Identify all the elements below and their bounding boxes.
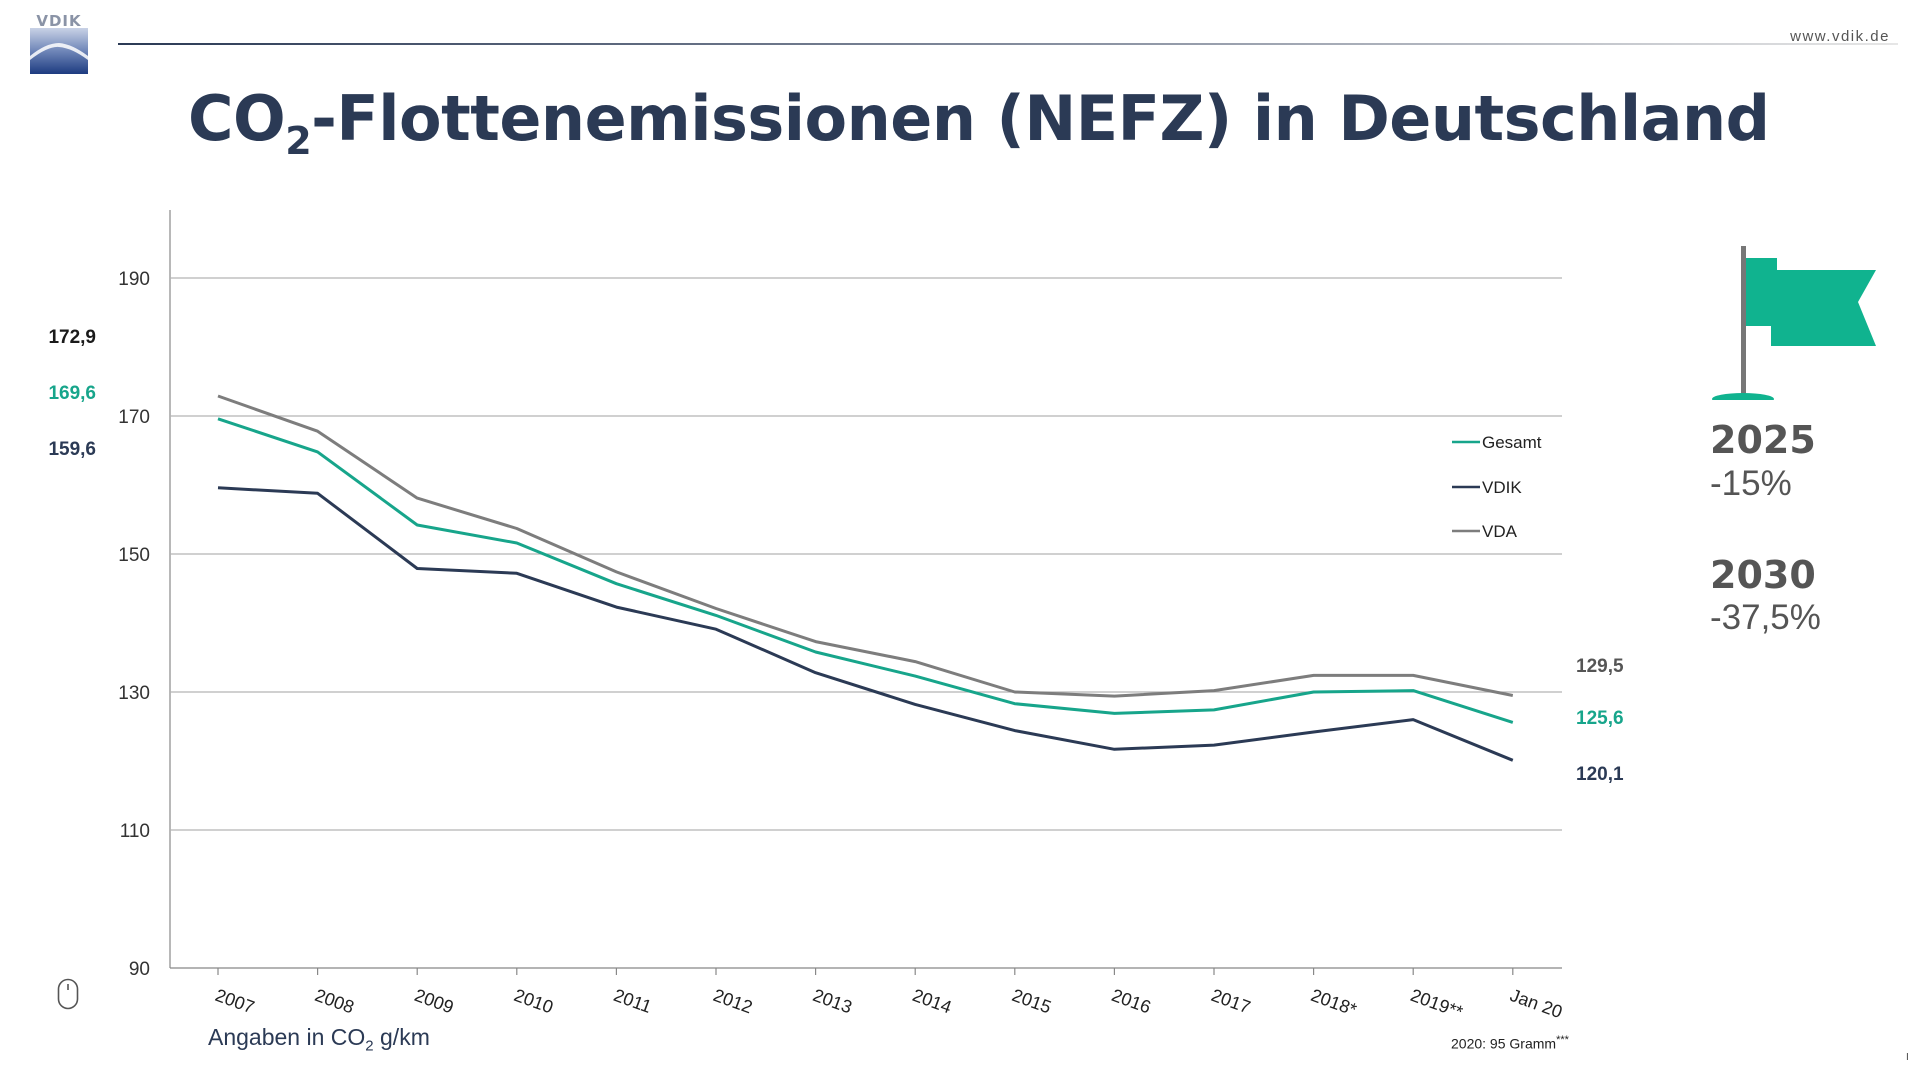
flag-icon: [1712, 246, 1876, 400]
x-tick-label: 2015: [1009, 985, 1053, 1017]
x-tick-label: 2017: [1209, 985, 1253, 1017]
start-value-label: 172,9: [48, 327, 96, 348]
vdik-logo: [30, 28, 88, 74]
goal-2025-value: -15%: [1710, 464, 1792, 503]
x-tick-label: Jan 20: [1507, 985, 1565, 1022]
unit-note-rest: g/km: [373, 1024, 430, 1050]
x-tick-label: 2016: [1109, 985, 1153, 1017]
series-line-vdik: [217, 486, 1514, 762]
x-tick-label: 2008: [312, 985, 356, 1017]
header-divider: [118, 43, 1898, 45]
x-tick-label: 2014: [910, 985, 954, 1017]
end-value-label: 129,5: [1576, 656, 1624, 677]
goal-2030-value: -37,5%: [1710, 598, 1821, 637]
legend-label-vdik: VDIK: [1482, 478, 1522, 497]
end-value-label: 120,1: [1576, 764, 1624, 785]
goal-2030-year: 2030: [1710, 553, 1816, 597]
mouse-icon: [57, 978, 79, 1010]
goal-2025-year: 2025: [1710, 418, 1816, 462]
title-subscript: 2: [285, 119, 312, 163]
y-tick-label: 130: [118, 683, 150, 704]
legend-label-vda: VDA: [1482, 522, 1518, 541]
footnote-marker: ***: [1556, 1034, 1569, 1046]
title-rest: -Flottenemissionen (NEFZ) in Deutschland: [311, 82, 1770, 155]
x-tick-label: 2007: [213, 985, 257, 1017]
legend-label-gesamt: Gesamt: [1482, 433, 1542, 452]
page-title: CO2-Flottenemissionen (NEFZ) in Deutschl…: [188, 82, 1770, 163]
x-tick-label: 2018*: [1308, 985, 1359, 1020]
series-line-vda: [217, 394, 1514, 698]
site-url: www.vdik.de: [1790, 28, 1890, 45]
unit-note-subscript: 2: [365, 1037, 374, 1055]
y-tick-label: 110: [120, 821, 150, 842]
x-tick-label: 2011: [611, 985, 654, 1017]
footnote-text: 2020: 95 Gramm: [1451, 1035, 1557, 1052]
x-tick-label: 2013: [810, 985, 854, 1017]
end-value-label: 125,6: [1576, 708, 1624, 729]
y-tick-label: 170: [118, 407, 150, 428]
x-tick-label: 2012: [711, 985, 755, 1017]
page-marker: I: [1906, 1052, 1909, 1063]
unit-note-prefix: Angaben in CO: [208, 1024, 366, 1050]
footnote: 2020: 95 Gramm***: [1451, 1034, 1569, 1052]
logo-text: VDIK: [36, 12, 82, 30]
start-value-label: 159,6: [48, 439, 96, 460]
start-value-label: 169,6: [48, 383, 96, 404]
title-prefix: CO: [188, 82, 286, 155]
series-line-gesamt: [217, 417, 1514, 724]
x-tick-label: 2010: [511, 985, 555, 1017]
x-tick-label: 2019**: [1408, 985, 1466, 1022]
unit-note: Angaben in CO2 g/km: [208, 1024, 430, 1055]
y-tick-label: 190: [118, 269, 150, 290]
y-tick-label: 150: [118, 545, 150, 566]
x-tick-label: 2009: [412, 985, 456, 1017]
y-tick-label: 90: [129, 959, 150, 980]
